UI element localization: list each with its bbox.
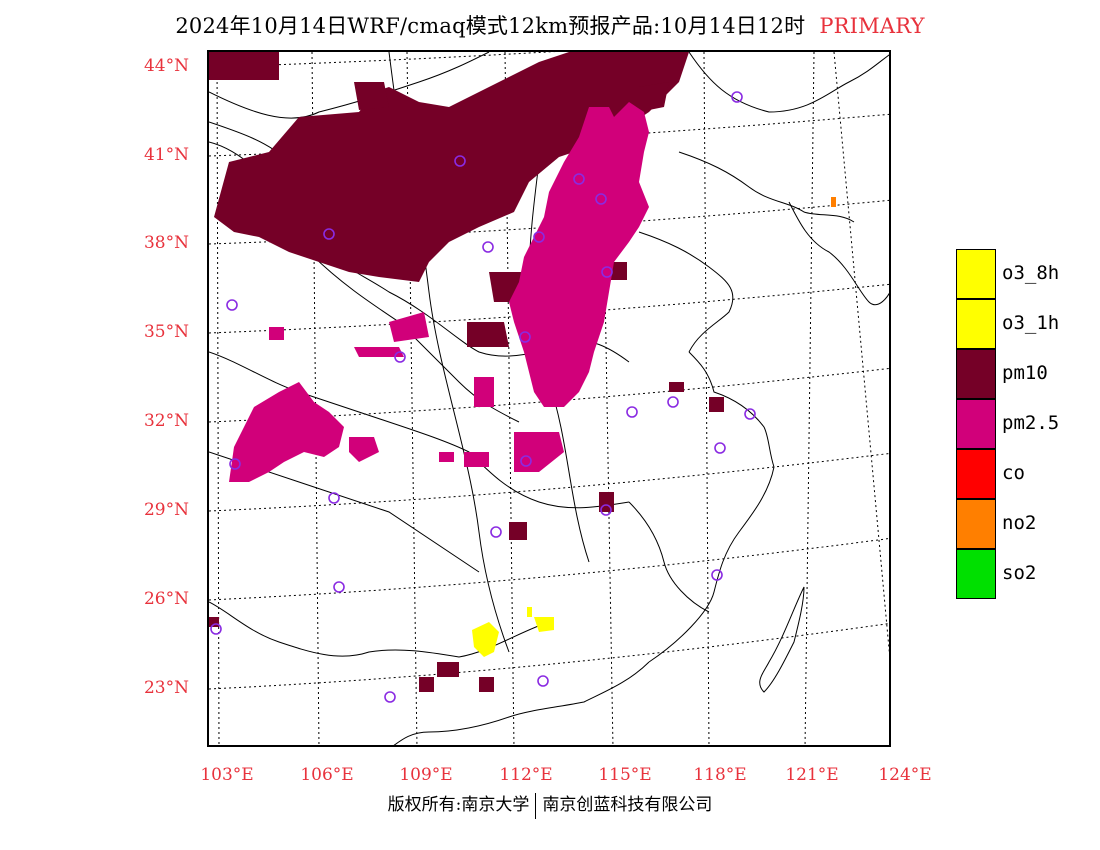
legend-label: pm2.5	[1002, 412, 1060, 434]
lat-label-32n: 32°N	[143, 411, 189, 431]
legend-swatch	[956, 299, 996, 349]
legend-label: o3_1h	[1002, 312, 1060, 334]
legend-swatch	[956, 349, 996, 399]
legend-swatch	[956, 399, 996, 449]
legend-label: so2	[1002, 562, 1037, 584]
lon-label-118e: 118°E	[693, 765, 747, 785]
lon-label-124e: 124°E	[878, 765, 932, 785]
o3-regions	[472, 607, 554, 657]
lon-label-106e: 106°E	[300, 765, 354, 785]
pm10-regions	[209, 52, 724, 692]
lat-label-38n: 38°N	[143, 233, 189, 253]
lat-label-41n: 41°N	[143, 145, 189, 165]
lon-label-112e: 112°E	[499, 765, 553, 785]
lat-label-29n: 29°N	[143, 500, 189, 520]
lon-label-121e: 121°E	[785, 765, 839, 785]
lon-label-103e: 103°E	[200, 765, 254, 785]
copyright-company: 南京创蓝科技有限公司	[542, 795, 713, 815]
legend-swatch	[956, 449, 996, 499]
legend-swatch	[956, 549, 996, 599]
legend-label: co	[1002, 462, 1025, 484]
lat-label-35n: 35°N	[143, 322, 189, 342]
pm25-regions	[229, 102, 649, 482]
title-primary-tag: PRIMARY	[819, 14, 925, 38]
copyright: 版权所有:南京大学 南京创蓝科技有限公司	[0, 790, 1100, 819]
legend-swatch	[956, 499, 996, 549]
lat-label-23n: 23°N	[143, 678, 189, 698]
legend-label: no2	[1002, 512, 1037, 534]
station-markers	[210, 91, 756, 703]
lon-label-115e: 115°E	[598, 765, 652, 785]
no2-regions	[831, 197, 836, 207]
lon-label-109e: 109°E	[399, 765, 453, 785]
map-title: 2024年10月14日WRF/cmaq模式12km预报产品:10月14日12时 P…	[0, 10, 1100, 40]
legend-swatch	[956, 249, 996, 299]
pollutant-map	[209, 52, 889, 745]
copyright-separator	[535, 792, 537, 819]
map-frame[interactable]	[207, 50, 891, 747]
copyright-owner: 版权所有:南京大学	[387, 795, 530, 815]
legend-label: o3_8h	[1002, 262, 1060, 284]
lat-label-44n: 44°N	[143, 56, 189, 76]
title-main: 2024年10月14日WRF/cmaq模式12km预报产品:10月14日12时	[175, 14, 806, 38]
legend-label: pm10	[1002, 362, 1048, 384]
lat-label-26n: 26°N	[143, 589, 189, 609]
